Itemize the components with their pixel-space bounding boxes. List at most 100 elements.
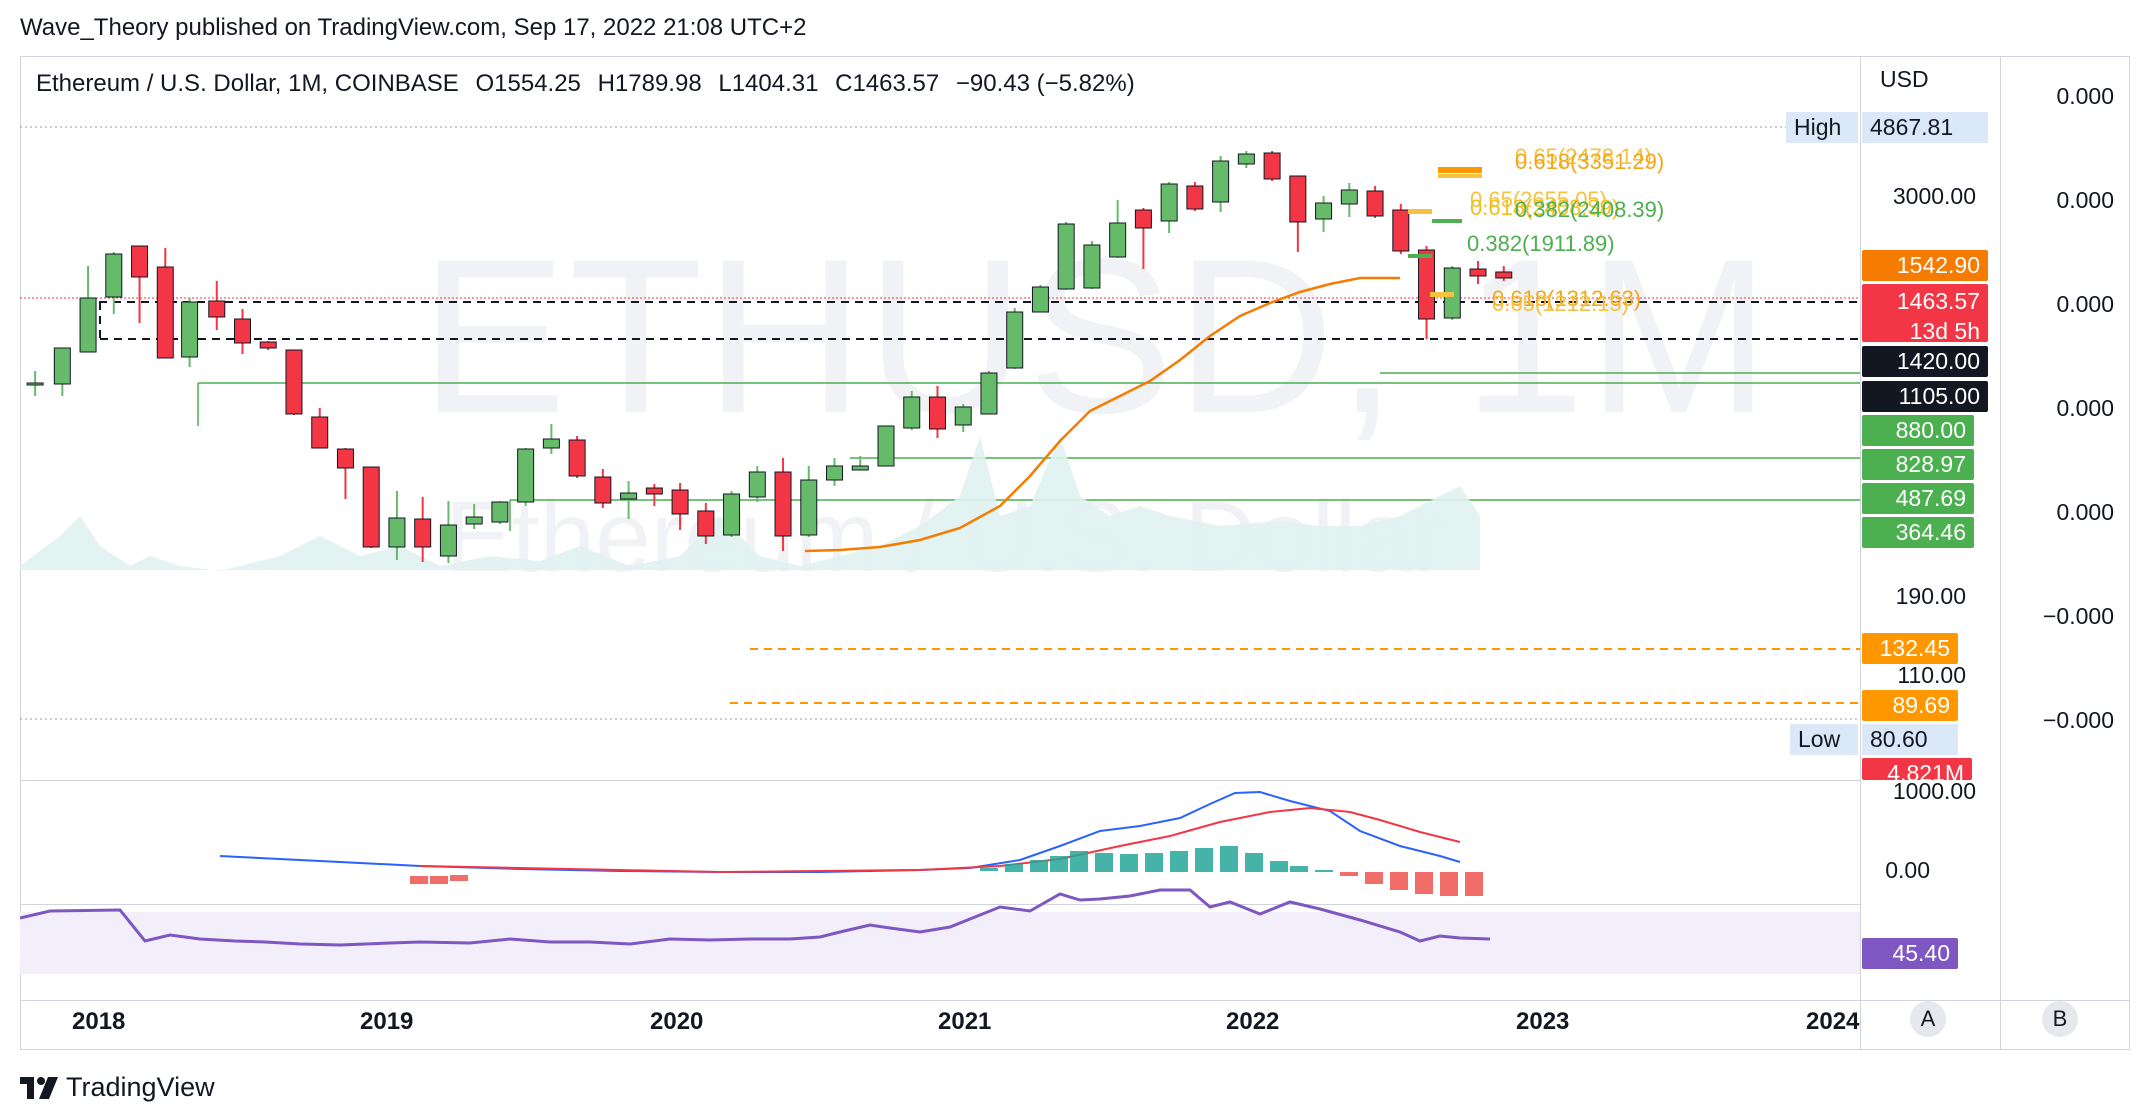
time-axis-label: 2019 — [360, 1008, 414, 1035]
log-scale-button[interactable]: B — [2042, 1001, 2078, 1037]
legend-change: −90.43 (−5.82%) — [955, 70, 1135, 97]
candle-body — [414, 518, 432, 548]
macd-histogram-bar — [410, 876, 428, 884]
candle-body — [1392, 209, 1410, 252]
publisher-header: Wave_Theory published on TradingView.com… — [20, 14, 807, 41]
fib-label: 0.65(1212.15) — [1492, 291, 1629, 316]
time-axis-label: 2023 — [1516, 1008, 1570, 1035]
fib-label: 0.65(2478.14) — [1515, 144, 1652, 169]
rsi-band — [20, 912, 1860, 974]
time-axis-label: 2020 — [650, 1008, 704, 1035]
currency-label: USD — [1880, 66, 1929, 92]
candle-body — [1031, 286, 1049, 313]
candle-body — [131, 245, 149, 278]
high-value: 4867.81 — [1862, 112, 1988, 143]
candle-body — [877, 425, 895, 467]
candle-body — [259, 341, 277, 349]
price-level: 110.00 — [1897, 662, 1966, 688]
macd-histogram-bar — [1440, 872, 1458, 896]
fib-marker-3 — [1408, 209, 1432, 214]
candle-body — [723, 493, 741, 536]
candle-body — [851, 465, 869, 471]
legend-high: H1789.98 — [597, 70, 702, 97]
macd-histogram-bar — [1145, 853, 1163, 872]
candle-body — [1495, 271, 1513, 279]
candle-body — [980, 372, 998, 415]
macd-histogram-bar — [1095, 853, 1113, 872]
macd-histogram-bar — [980, 868, 998, 871]
macd-histogram-bar — [1290, 866, 1308, 872]
candle-body — [311, 416, 329, 449]
level-1105-tag: 1105.00 — [1862, 381, 1988, 412]
candle-body — [156, 266, 174, 359]
ema-tag: 1542.90 — [1862, 250, 1988, 281]
candle-body — [26, 382, 44, 386]
macd-histogram-bar — [1070, 851, 1088, 872]
level-487-tag: 487.69 — [1862, 483, 1974, 514]
candle-body — [671, 489, 689, 515]
level-828-tag: 828.97 — [1862, 449, 1974, 480]
macd-histogram-bar — [1120, 854, 1138, 872]
candle-body — [362, 466, 380, 548]
candle-body — [53, 347, 71, 385]
candle-body — [1418, 249, 1436, 320]
candle-body — [181, 301, 199, 358]
macd-histogram-bar — [1170, 851, 1188, 872]
right-axis-label: 0.000 — [2056, 499, 2114, 525]
signal-line — [419, 806, 1461, 874]
last-price-value: 1463.57 — [1896, 288, 1980, 314]
candle-body — [645, 487, 663, 495]
fib-marker-2 — [1438, 174, 1482, 178]
candle-body — [748, 471, 766, 498]
macd-histogram-bar — [1365, 872, 1383, 884]
level-880-tag: 880.00 — [1862, 415, 1974, 446]
right-axis-label: 0.000 — [2056, 83, 2114, 109]
candle-body — [1263, 152, 1281, 180]
candle-body — [1289, 175, 1307, 223]
macd-histogram-bar — [450, 875, 468, 881]
tradingview-logo-icon — [20, 1076, 58, 1099]
symbol-name[interactable]: Ethereum / U.S. Dollar, 1M, COINBASE — [36, 70, 459, 97]
time-axis-label: 2022 — [1226, 1008, 1280, 1035]
candle-body — [491, 501, 509, 523]
candle-body — [1109, 222, 1127, 258]
candle-body — [234, 318, 251, 344]
candle-body — [800, 479, 818, 536]
price-chart[interactable] — [20, 56, 1860, 1000]
level-132-tag: 132.45 — [1862, 633, 1958, 664]
symbol-legend[interactable]: Ethereum / U.S. Dollar, 1M, COINBASE O15… — [36, 70, 1145, 98]
candle-body — [1366, 190, 1384, 217]
price-axis-separator — [1860, 56, 1861, 1050]
macd-histogram-bar — [430, 876, 448, 884]
candle-body — [465, 516, 483, 525]
macd-histogram-bar — [1465, 872, 1483, 896]
legend-low: L1404.31 — [718, 70, 819, 97]
level-1420-tag: 1420.00 — [1862, 346, 1988, 377]
legend-close: C1463.57 — [835, 70, 940, 97]
time-axis-separator — [20, 1000, 2130, 1001]
price-level: 190.00 — [1895, 583, 1966, 609]
macd-histogram-bar — [1195, 848, 1213, 872]
macd-pane-separator — [20, 780, 1860, 781]
macd-histogram-bar — [1390, 872, 1408, 890]
macd-histogram-bar — [1050, 856, 1068, 872]
legend-open: O1554.25 — [475, 70, 581, 97]
low-label: Low — [1790, 724, 1858, 755]
candle-body — [79, 297, 97, 353]
fib-marker-4 — [1432, 219, 1462, 223]
candle-body — [568, 439, 586, 477]
footer-brand[interactable]: TradingView — [20, 1072, 215, 1103]
fib-label: 0.382(2408.39) — [1515, 197, 1665, 222]
candle-body — [697, 510, 715, 537]
auto-scale-button[interactable]: A — [1910, 1001, 1946, 1037]
right-axis-separator — [2000, 56, 2001, 1050]
candle-body — [336, 448, 354, 469]
candle-body — [1237, 153, 1255, 165]
candle-body — [542, 438, 560, 449]
candle-body — [826, 465, 844, 481]
candle-body — [774, 471, 792, 537]
candle-body — [954, 406, 972, 426]
candle-body — [1160, 183, 1178, 222]
right-axis-label: 0.000 — [2056, 395, 2114, 421]
volume-tag: 4.821M — [1862, 758, 1972, 780]
